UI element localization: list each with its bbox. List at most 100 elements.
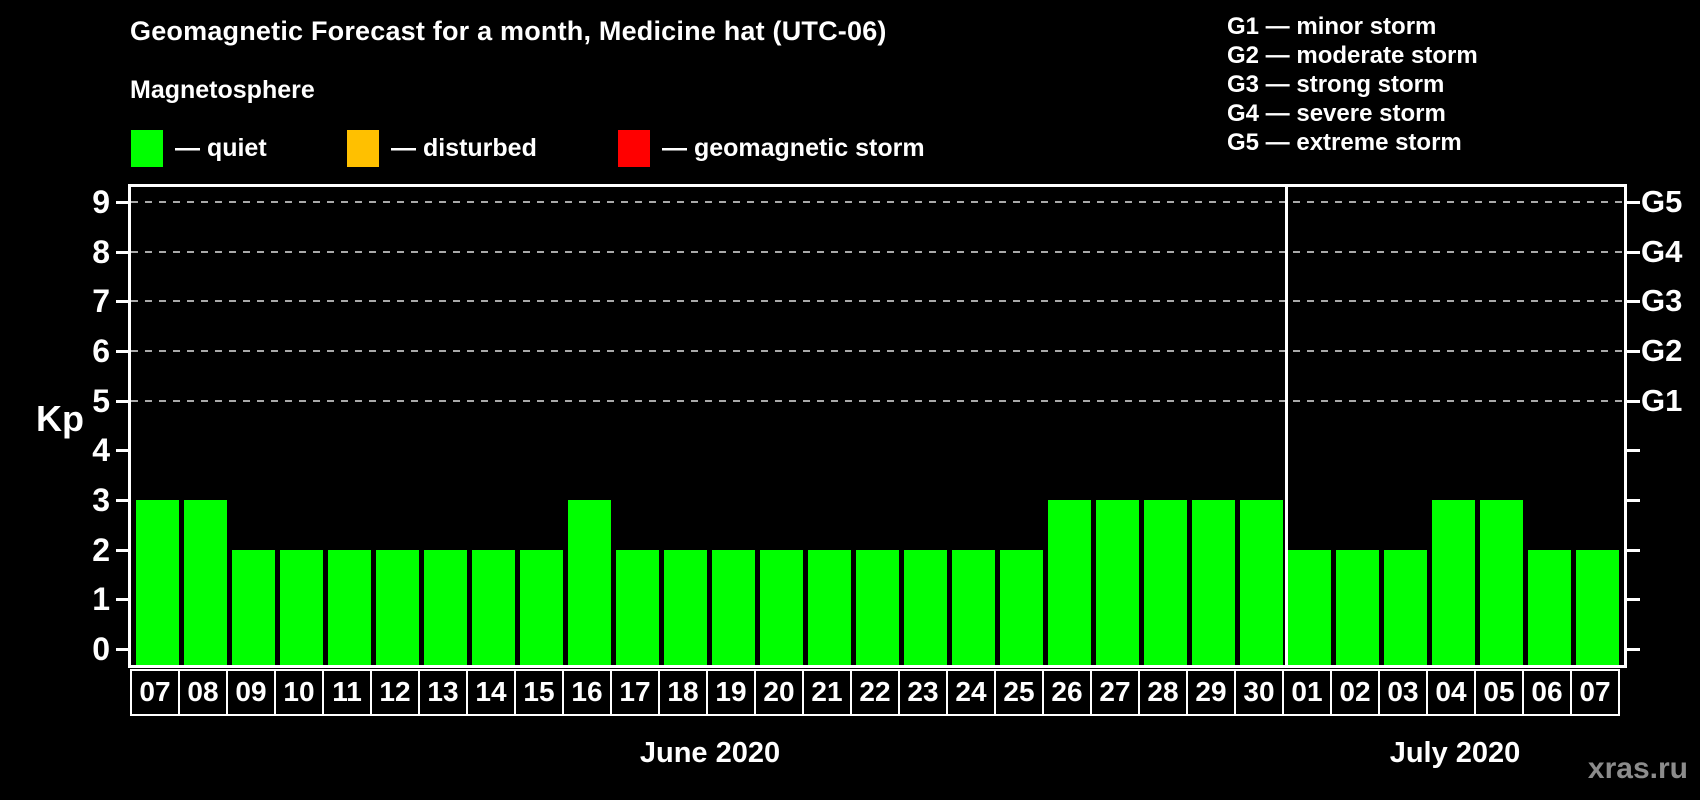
g-axis-tick (1624, 648, 1640, 651)
y-axis-tick (116, 598, 131, 601)
kp-bar (1480, 500, 1523, 665)
y-axis-tick (116, 300, 131, 303)
day-cell: 01 (1282, 669, 1332, 716)
disturbed-color-swatch (347, 129, 379, 167)
gridline (131, 400, 1624, 402)
kp-bar (1096, 500, 1139, 665)
kp-bar (232, 550, 275, 665)
day-cell: 02 (1330, 669, 1380, 716)
y-axis-tick-label: 5 (92, 383, 110, 419)
day-cell: 16 (562, 669, 612, 716)
g-axis-tick (1624, 251, 1640, 254)
storm-scale-g5: G5 — extreme storm (1227, 129, 1462, 156)
legend-label-disturbed: — disturbed (391, 133, 537, 162)
y-axis-tick-label: 9 (92, 184, 110, 220)
kp-bar (1240, 500, 1283, 665)
day-cell: 09 (226, 669, 276, 716)
day-cell: 28 (1138, 669, 1188, 716)
gridline (131, 350, 1624, 352)
y-axis-tick (116, 449, 131, 452)
month-label-july: July 2020 (1389, 737, 1521, 769)
kp-bar (280, 550, 323, 665)
day-cell: 11 (322, 669, 372, 716)
y-axis-title: Kp (36, 398, 84, 439)
storm-scale-legend: G1 — minor storm G2 — moderate storm G3 … (1227, 12, 1478, 157)
watermark: xras.ru (1587, 752, 1688, 785)
kp-bar (520, 550, 563, 665)
y-axis-tick (116, 201, 131, 204)
kp-bar (376, 550, 419, 665)
y-axis-tick-label: 8 (92, 234, 110, 270)
legend-label-storm: — geomagnetic storm (662, 133, 925, 162)
g-axis-tick (1624, 449, 1640, 452)
y-axis-tick-label: 6 (92, 333, 110, 369)
day-cell: 18 (658, 669, 708, 716)
y-axis-tick-label: 7 (92, 283, 110, 319)
kp-bar (1048, 500, 1091, 665)
storm-color-swatch (618, 129, 650, 167)
day-cell: 19 (706, 669, 756, 716)
kp-bar (1288, 550, 1331, 665)
quiet-color-swatch (131, 129, 163, 167)
kp-bar (712, 550, 755, 665)
kp-bar (1144, 500, 1187, 665)
g-scale-label: G1 (1641, 383, 1683, 418)
y-axis-tick-label: 0 (92, 631, 110, 667)
y-axis-tick-label: 4 (92, 432, 110, 468)
kp-bar (1384, 550, 1427, 665)
legend-label-quiet: — quiet (175, 133, 267, 162)
g-axis-tick (1624, 300, 1640, 303)
day-cell: 10 (274, 669, 324, 716)
day-cell: 08 (178, 669, 228, 716)
legend-heading: Magnetosphere (130, 76, 315, 104)
legend-item-disturbed: — disturbed (347, 128, 537, 168)
day-cell: 13 (418, 669, 468, 716)
day-cell: 20 (754, 669, 804, 716)
kp-bar (904, 550, 947, 665)
day-cell: 24 (946, 669, 996, 716)
y-axis-tick (116, 400, 131, 403)
day-cell: 07 (1570, 669, 1620, 716)
day-cell: 12 (370, 669, 420, 716)
legend-item-quiet: — quiet (131, 128, 267, 168)
kp-bar (1336, 550, 1379, 665)
g-scale-label: G3 (1641, 283, 1683, 318)
storm-scale-g3: G3 — strong storm (1227, 71, 1445, 98)
kp-bar (616, 550, 659, 665)
plot-area (128, 184, 1627, 668)
g-axis-tick (1624, 201, 1640, 204)
y-axis-tick (116, 499, 131, 502)
day-cell: 22 (850, 669, 900, 716)
day-cell: 05 (1474, 669, 1524, 716)
kp-bar (1576, 550, 1619, 665)
day-cell: 29 (1186, 669, 1236, 716)
day-cell: 25 (994, 669, 1044, 716)
kp-bar (1432, 500, 1475, 665)
kp-bar (424, 550, 467, 665)
gridline (131, 300, 1624, 302)
day-cell: 27 (1090, 669, 1140, 716)
y-axis-tick (116, 251, 131, 254)
g-axis-tick (1624, 400, 1640, 403)
kp-bar (952, 550, 995, 665)
g-axis-tick (1624, 598, 1640, 601)
storm-scale-g4: G4 — severe storm (1227, 100, 1446, 127)
day-axis: 07 08 09 10 11 12 13 14 15 16 17 18 19 20 21 22 23 24 25 26… (129, 669, 1624, 716)
kp-bar (760, 550, 803, 665)
day-cell: 26 (1042, 669, 1092, 716)
y-axis-tick (116, 549, 131, 552)
legend-item-storm: — geomagnetic storm (618, 128, 925, 168)
month-label-june: June 2020 (639, 737, 781, 769)
kp-bar (1000, 550, 1043, 665)
kp-bar (184, 500, 227, 665)
g-scale-label: G4 (1641, 234, 1683, 269)
storm-scale-g1: G1 — minor storm (1227, 13, 1437, 40)
kp-bar (328, 550, 371, 665)
y-axis-tick-label: 2 (92, 532, 110, 568)
day-cell: 23 (898, 669, 948, 716)
day-cell: 03 (1378, 669, 1428, 716)
day-cell: 21 (802, 669, 852, 716)
y-axis-tick-label: 1 (92, 581, 110, 617)
kp-bar (1192, 500, 1235, 665)
